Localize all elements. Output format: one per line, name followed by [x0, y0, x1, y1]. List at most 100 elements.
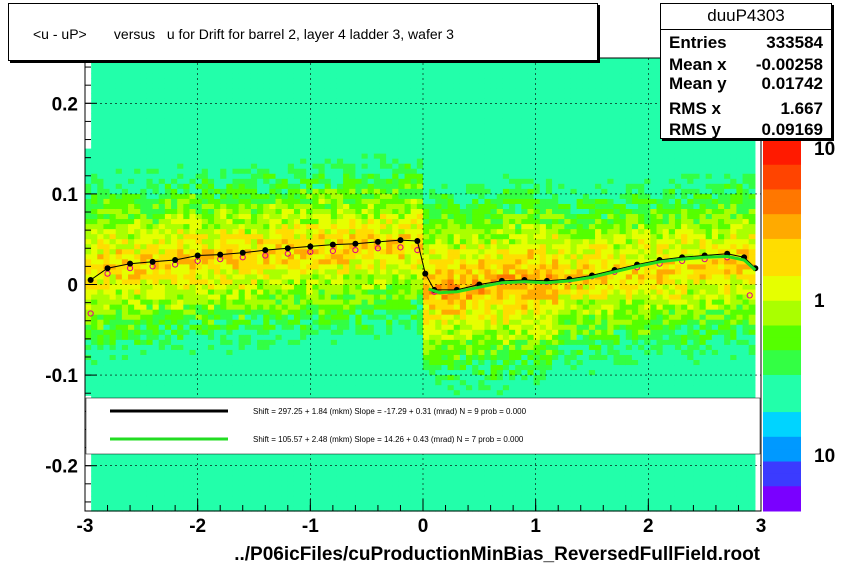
heatmap-cell	[257, 73, 264, 79]
heatmap-cell	[152, 63, 160, 69]
heatmap-cell	[312, 500, 320, 507]
heatmap-cell	[379, 83, 387, 89]
heatmap-cell	[410, 259, 418, 265]
heatmap-cell	[152, 203, 160, 210]
heatmap-cell	[318, 93, 326, 99]
heatmap-cell	[318, 224, 326, 230]
heatmap-cell	[164, 219, 172, 225]
heatmap-cell	[195, 309, 203, 316]
heatmap-cell	[183, 78, 191, 84]
heatmap-cell	[220, 354, 227, 361]
heatmap-cell	[410, 500, 418, 507]
heatmap-cell	[293, 113, 301, 119]
heatmap-cell	[201, 183, 209, 190]
heatmap-cell	[97, 344, 105, 351]
heatmap-cell	[300, 108, 307, 114]
heatmap-cell	[355, 274, 363, 281]
heatmap-cell	[232, 93, 240, 99]
heatmap-cell	[183, 103, 191, 109]
heatmap-cell	[140, 214, 148, 220]
heatmap-cell	[392, 370, 400, 376]
heatmap-cell	[250, 158, 258, 165]
heatmap-cell	[164, 183, 172, 190]
heatmap-cell	[324, 138, 332, 145]
heatmap-cell	[423, 334, 430, 341]
heatmap-cell	[177, 309, 184, 316]
heatmap-cell	[109, 365, 117, 371]
heatmap-cell	[257, 138, 264, 145]
heatmap-cell	[177, 118, 184, 125]
heatmap-cell	[318, 390, 326, 396]
heatmap-cell	[355, 103, 363, 109]
heatmap-cell	[404, 455, 412, 462]
heatmap-cell	[232, 128, 240, 135]
heatmap-cell	[336, 365, 344, 371]
heatmap-cell	[152, 128, 160, 135]
heatmap-cell	[232, 354, 240, 361]
heatmap-cell	[306, 168, 313, 175]
heatmap-cell	[85, 234, 92, 240]
heatmap-cell	[171, 163, 178, 170]
heatmap-cell	[250, 123, 258, 130]
heatmap-cell	[423, 254, 430, 260]
heatmap-cell	[103, 183, 111, 190]
heatmap-cell	[238, 178, 246, 185]
heatmap-cell	[164, 83, 172, 89]
heatmap-cell	[220, 63, 227, 69]
heatmap-cell	[293, 214, 301, 220]
heatmap-cell	[128, 78, 135, 84]
heatmap-cell	[404, 460, 412, 467]
heatmap-cell	[250, 259, 258, 265]
heatmap-cell	[355, 83, 363, 89]
heatmap-cell	[293, 269, 301, 276]
heatmap-cell	[238, 118, 246, 125]
heatmap-cell	[361, 475, 369, 482]
heatmap-cell	[207, 83, 215, 89]
heatmap-cell	[343, 390, 350, 396]
heatmap-cell	[183, 495, 191, 502]
heatmap-cell	[275, 214, 283, 220]
heatmap-cell	[361, 209, 369, 215]
heatmap-cell	[269, 83, 277, 89]
heatmap-cell	[343, 324, 350, 331]
heatmap-cell	[269, 279, 277, 286]
heatmap-cell	[85, 319, 92, 326]
heatmap-cell	[306, 239, 313, 245]
heatmap-cell	[300, 380, 307, 386]
heatmap-cell	[386, 168, 393, 175]
heatmap-cell	[404, 143, 412, 150]
heatmap-cell	[336, 455, 344, 462]
heatmap-cell	[109, 314, 117, 321]
heatmap-cell	[134, 269, 141, 276]
heatmap-cell	[367, 224, 375, 230]
heatmap-cell	[140, 158, 148, 165]
heatmap-cell	[226, 113, 234, 119]
heatmap-cell	[158, 163, 166, 170]
heatmap-cell	[306, 73, 313, 79]
heatmap-cell	[293, 173, 301, 180]
heatmap-cell	[404, 224, 412, 230]
heatmap-cell	[257, 98, 264, 104]
heatmap-cell	[164, 138, 172, 145]
heatmap-cell	[373, 284, 381, 291]
heatmap-cell	[300, 500, 307, 507]
heatmap-cell	[195, 349, 203, 356]
heatmap-cell	[183, 249, 191, 255]
heatmap-cell	[410, 329, 418, 336]
heatmap-cell	[214, 500, 221, 507]
heatmap-cell	[121, 93, 129, 99]
heatmap-cell	[85, 289, 92, 296]
heatmap-cell	[386, 83, 393, 89]
heatmap-cell	[343, 128, 350, 135]
heatmap-cell	[355, 390, 363, 396]
heatmap-cell	[306, 113, 313, 119]
heatmap-cell	[164, 360, 172, 366]
heatmap-cell	[349, 68, 356, 74]
heatmap-cell	[232, 370, 240, 376]
heatmap-cell	[416, 93, 424, 99]
heatmap-cell	[263, 314, 270, 321]
heatmap-cell	[220, 143, 227, 150]
heatmap-cell	[392, 244, 400, 250]
heatmap-cell	[312, 269, 320, 276]
heatmap-cell	[336, 354, 344, 361]
